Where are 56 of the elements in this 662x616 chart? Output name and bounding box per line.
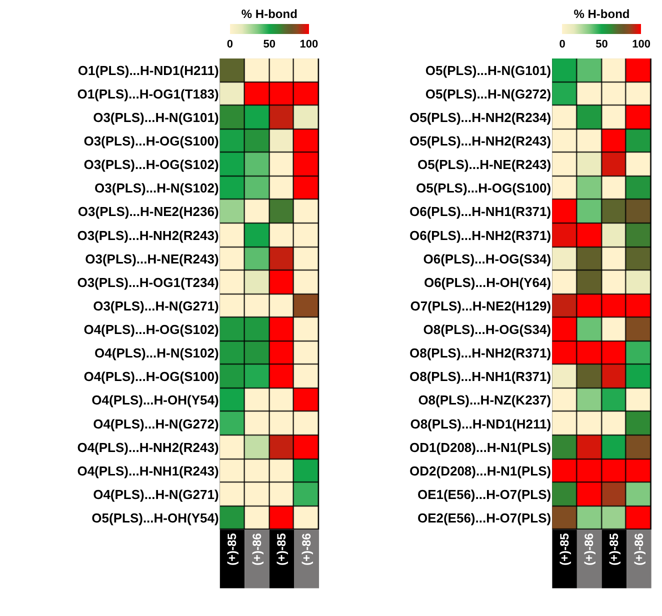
y-tick-label: O6(PLS)...H-NH1(R371) [410,204,552,220]
y-tick-label: O3(PLS)...H-NH2(R243) [77,228,219,243]
x-tick-label: (+)-86 [300,532,314,566]
y-tick-label: O3(PLS)...H-N(G271) [93,298,219,314]
x-tick-label: (+)-86 [582,532,596,566]
y-tick-label: O8(PLS)...H-ND1(H211) [410,416,552,432]
x-tick-label: (+)-86 [632,532,646,566]
color-bar-title: % H-bond [241,7,298,22]
color-bar-label: 100 [300,38,318,51]
x-tick-label: (+)-85 [607,532,622,566]
y-tick-label: OE2(E56)...H-O7(PLS) [417,510,552,526]
y-tick-label: O3(PLS)...H-NE2(H236) [78,204,219,220]
x-tick-label: (+)-85 [557,532,572,566]
y-tick-label: O3(PLS)...H-N(S102) [94,180,219,196]
y-tick-label: O4(PLS)...H-N(G271) [93,486,219,502]
y-tick-label: O5(PLS)...H-NH2(R234) [410,110,552,125]
x-tick-label: (+)-86 [250,532,264,566]
y-tick-label: O8(PLS)...H-NZ(K237) [418,392,552,408]
y-tick-label: O4(PLS)...H-OG(S100) [84,369,219,384]
y-tick-label: O6(PLS)...H-OG(S34) [423,251,552,266]
y-tick-label: O1(PLS)...H-ND1(H211) [78,62,219,78]
y-tick-label: OE1(E56)...H-O7(PLS) [417,486,552,502]
y-tick-label: O8(PLS)...H-OG(S34) [423,322,552,338]
y-tick-label: O3(PLS)...H-N(G101) [93,110,219,125]
color-bar-title: % H-bond [574,7,630,22]
y-tick-label: O3(PLS)...H-OG(S100) [84,134,219,149]
y-tick-label: O6(PLS)...H-OH(Y64) [424,274,552,290]
y-tick-label: O5(PLS)...H-OG(S100) [416,180,552,196]
color-bar-label: 50 [596,38,608,51]
y-tick-label: O3(PLS)...H-NE(R243) [85,251,219,266]
y-tick-label: OD1(D208)...H-N1(PLS) [410,440,552,455]
y-tick-label: O3(PLS)...H-OG(S102) [84,157,219,172]
y-tick-label: O7(PLS)...H-NE2(H129) [410,298,552,314]
y-tick-label: O4(PLS)...H-NH1(R243) [77,463,219,478]
color-bar-label: 0 [559,38,566,51]
y-tick-label: O5(PLS)...H-NH2(R243) [410,134,552,149]
y-tick-label: O1(PLS)...H-OG1(T183) [77,86,219,102]
y-tick-label: O4(PLS)...H-N(G272) [93,416,219,432]
y-tick-label: O4(PLS)...H-OH(Y54) [92,392,219,408]
y-tick-label: O8(PLS)...H-NH1(R371) [410,369,552,384]
y-tick-label: O4(PLS)...H-NH2(R243) [77,440,219,455]
y-tick-label: O3(PLS)...H-OG1(T234) [77,274,219,290]
y-tick-label: O4(PLS)...H-OG(S102) [84,322,219,338]
y-tick-label: O6(PLS)...H-NH2(R371) [410,228,552,243]
y-tick-label: O5(PLS)...H-OH(Y54) [92,510,219,526]
y-tick-label: O8(PLS)...H-NH2(R371) [410,346,552,361]
color-bar-label: 100 [632,38,650,51]
color-bar-label: 0 [226,38,233,51]
y-tick-label: OD2(D208)...H-N1(PLS) [410,463,552,478]
x-tick-label: (+)-85 [225,532,240,566]
color-bar-label: 50 [263,38,276,51]
y-tick-label: O5(PLS)...H-N(G101) [425,62,552,78]
y-tick-label: O5(PLS)...H-N(G272) [425,86,552,102]
y-tick-label: O5(PLS)...H-NE(R243) [417,157,552,172]
y-tick-label: O4(PLS)...H-N(S102) [94,346,219,361]
x-tick-label: (+)-85 [274,532,289,566]
